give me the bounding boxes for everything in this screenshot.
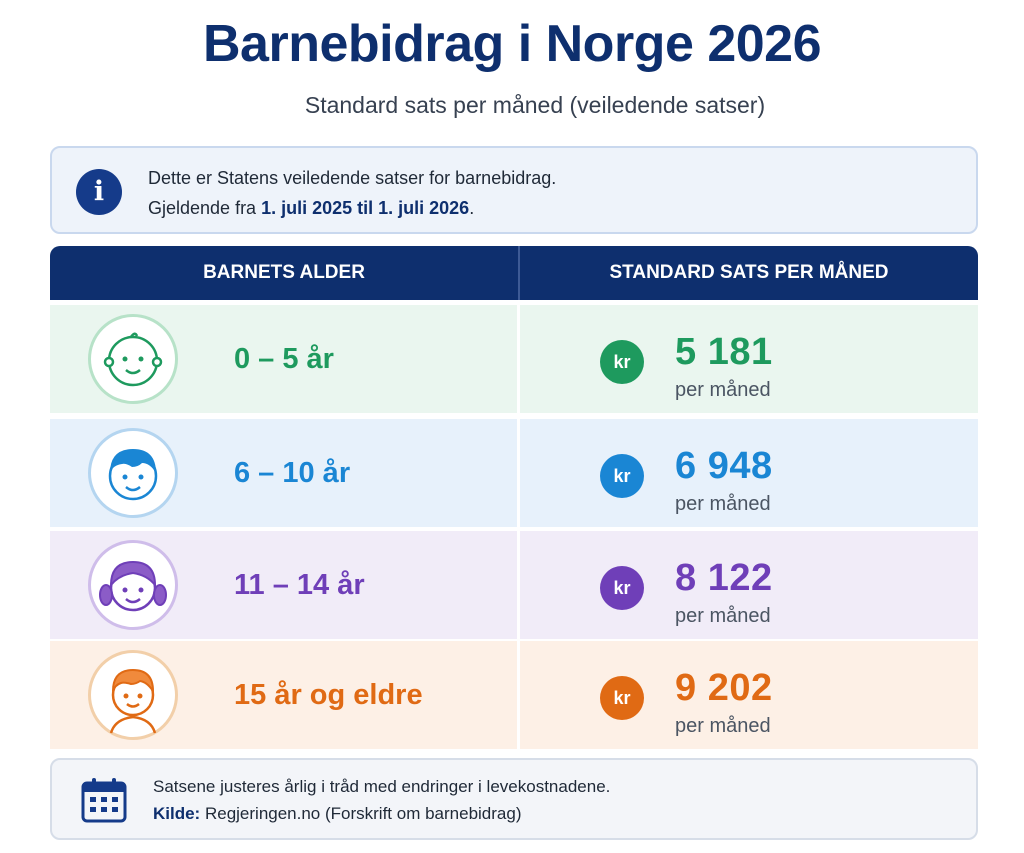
age-cell: 15 år og eldre [50, 641, 517, 749]
rate-cell: kr 5 181 per måned [520, 305, 978, 413]
currency-badge: kr [600, 340, 644, 384]
boy-face-icon [88, 428, 178, 518]
info-date-range: 1. juli 2025 til 1. juli 2026 [261, 198, 470, 218]
currency-badge: kr [600, 454, 644, 498]
age-label: 0 – 5 år [234, 343, 334, 375]
amount-value: 8 122 [675, 557, 773, 599]
footer-note: Satsene justeres årlig i tråd med endrin… [50, 758, 978, 840]
source-text: Regjeringen.no (Forskrift om barnebidrag… [200, 804, 522, 823]
girl-face-icon [88, 540, 178, 630]
footer-source: Kilde: Regjeringen.no (Forskrift om barn… [153, 804, 522, 824]
age-label: 11 – 14 år [234, 569, 365, 601]
rate-cell: kr 9 202 per måned [520, 641, 978, 749]
column-header-rate: STANDARD SATS PER MÅNED [609, 262, 889, 283]
info-text-line2: Gjeldende fra 1. juli 2025 til 1. juli 2… [148, 198, 474, 219]
per-month-label: per måned [675, 493, 771, 515]
age-label: 15 år og eldre [234, 679, 423, 711]
info-text-line1: Dette er Statens veiledende satser for b… [148, 168, 557, 188]
footer-text: Satsene justeres årlig i tråd med endrin… [153, 777, 611, 796]
amount-value: 6 948 [675, 445, 773, 487]
table-row: 11 – 14 år kr 8 122 per måned [50, 531, 978, 639]
amount-value: 5 181 [675, 331, 773, 373]
table-header: BARNETS ALDER STANDARD SATS PER MÅNED [50, 246, 978, 300]
age-cell: 6 – 10 år [50, 419, 517, 527]
per-month-label: per måned [675, 715, 771, 737]
age-cell: 11 – 14 år [50, 531, 517, 639]
info-icon: i [76, 169, 122, 215]
per-month-label: per måned [675, 605, 771, 627]
page-subtitle: Standard sats per måned (veiledende sats… [304, 92, 766, 118]
info-suffix: . [469, 198, 475, 218]
page-title: Barnebidrag i Norge 2026 [203, 15, 822, 73]
table-row: 15 år og eldre kr 9 202 per måned [50, 641, 978, 749]
rate-cell: kr 8 122 per måned [520, 531, 978, 639]
age-label: 6 – 10 år [234, 457, 351, 489]
table-row: 6 – 10 år kr 6 948 per måned [50, 419, 978, 527]
calendar-icon [80, 776, 128, 829]
header-divider [518, 246, 520, 300]
info-prefix: Gjeldende fra [148, 198, 262, 218]
age-cell: 0 – 5 år [50, 305, 517, 413]
amount-value: 9 202 [675, 667, 773, 709]
per-month-label: per måned [675, 379, 771, 401]
baby-face-icon [88, 314, 178, 404]
table-row: 0 – 5 år kr 5 181 per måned [50, 305, 978, 413]
currency-badge: kr [600, 566, 644, 610]
info-box: i Dette er Statens veiledende satser for… [50, 146, 978, 234]
teen-face-icon [88, 650, 178, 740]
currency-badge: kr [600, 676, 644, 720]
column-header-age: BARNETS ALDER [203, 262, 365, 283]
rate-cell: kr 6 948 per måned [520, 419, 978, 527]
source-label: Kilde: [153, 804, 201, 823]
